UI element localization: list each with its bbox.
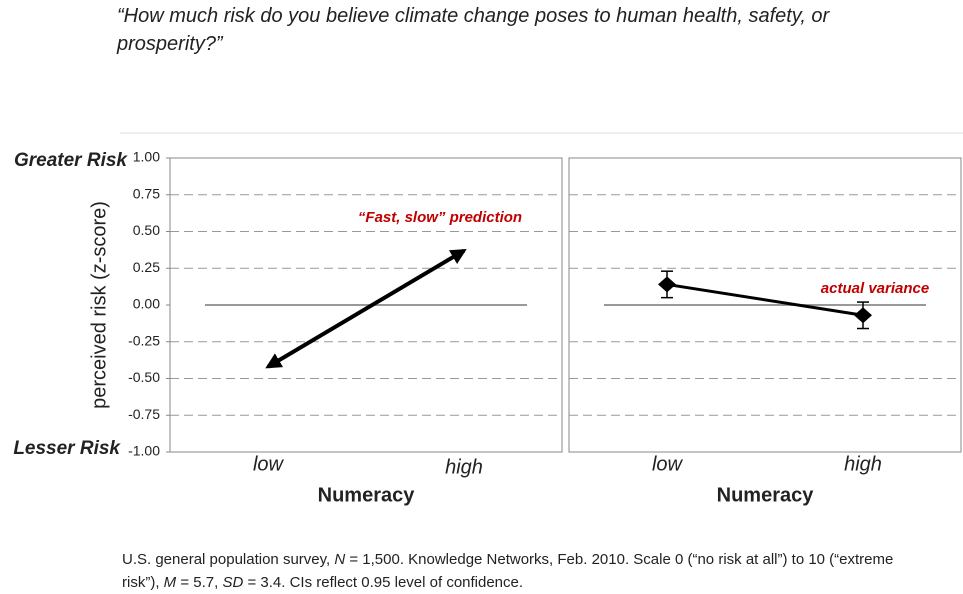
- x-axis-label: Numeracy: [717, 484, 815, 506]
- annotation: actual variance: [821, 280, 929, 297]
- plot-frame: [568, 157, 962, 453]
- y-tick-label: -1.00: [128, 443, 160, 459]
- y-tick-label: -0.75: [128, 406, 160, 422]
- footnote-text: U.S. general population survey,: [122, 551, 335, 568]
- y-tick-label: -0.25: [128, 332, 160, 348]
- y-tick-label: 0.50: [133, 222, 160, 238]
- x-tick-label: high: [445, 456, 483, 478]
- x-axis-label: Numeracy: [318, 484, 416, 506]
- x-tick-label: low: [253, 453, 285, 475]
- point: [854, 307, 872, 324]
- footnote-text: = 1,500. Knowledge Networks, Feb. 2010. …: [122, 551, 894, 591]
- line: [666, 282, 864, 317]
- y-tick-label: 1.00: [133, 149, 160, 165]
- footnote-text: = 5.7,: [176, 574, 223, 591]
- top-label: Greater Risk: [14, 150, 128, 171]
- y-axis-label: perceived risk (z-score): [88, 201, 110, 409]
- point: [658, 276, 676, 293]
- plot-frame: [169, 157, 563, 453]
- y-tick-label: -0.50: [128, 369, 160, 385]
- y-tick-label: 0.75: [133, 185, 160, 201]
- y-tick-label: 0.00: [133, 296, 160, 312]
- x-tick-label: low: [652, 453, 684, 475]
- bottom-label: Lesser Risk: [13, 438, 121, 459]
- footnote-text: = 3.4. CIs reflect 0.95 level of confide…: [243, 574, 524, 591]
- arrow-line: [265, 248, 467, 369]
- footnote-text: SD: [222, 574, 244, 591]
- question: “How much risk do you believe climate ch…: [117, 5, 830, 55]
- footnote-text: M: [163, 574, 177, 591]
- footnote-text: N: [334, 551, 346, 568]
- footnote: U.S. general population survey, N = 1,50…: [122, 548, 922, 594]
- annotation: “Fast, slow” prediction: [358, 209, 522, 226]
- y-tick-label: 0.25: [133, 259, 160, 275]
- x-tick-label: high: [844, 453, 882, 475]
